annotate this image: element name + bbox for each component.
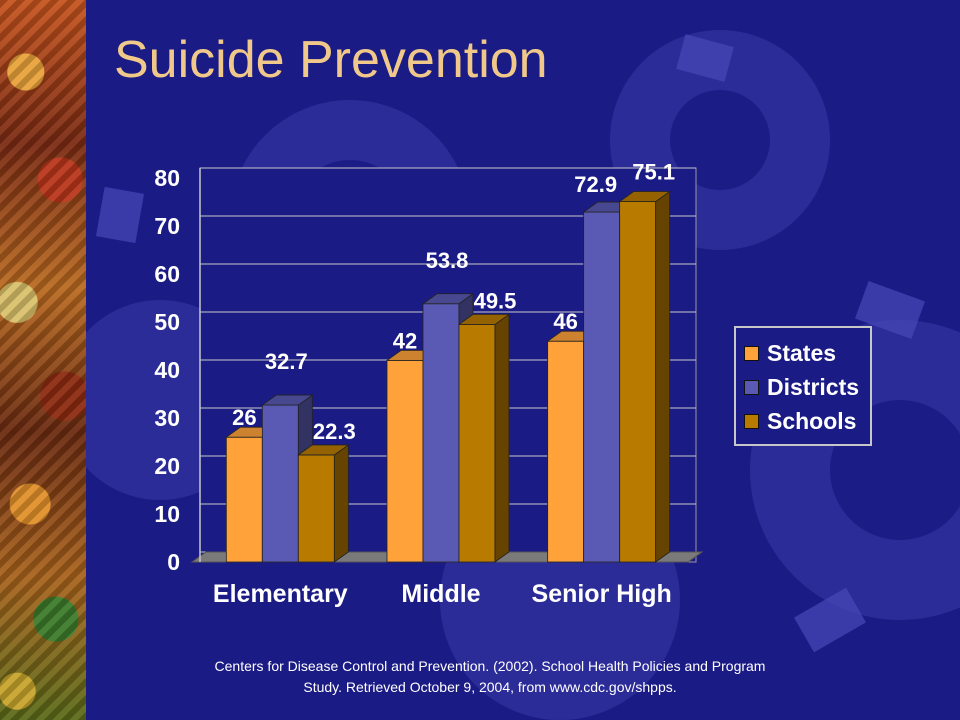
data-label: 26 — [232, 405, 256, 430]
data-label: 42 — [393, 328, 417, 353]
x-tick-label: Middle — [401, 580, 480, 608]
bar-senior-high-schools-side — [655, 190, 671, 563]
bar-elementary-states — [225, 436, 263, 563]
x-tick-label: Senior High — [532, 580, 672, 608]
data-label: 72.9 — [574, 172, 617, 197]
legend-swatch-schools — [744, 413, 759, 429]
bar-middle-districts — [422, 303, 460, 563]
bar-elementary-schools-side — [333, 444, 349, 563]
source-line-1: Centers for Disease Control and Preventi… — [214, 658, 766, 674]
legend-swatch-districts — [744, 379, 759, 395]
x-tick-label: Elementary — [213, 580, 348, 608]
y-tick-label: 0 — [167, 549, 180, 575]
bar-elementary-schools — [297, 454, 335, 563]
legend-label-districts: Districts — [767, 373, 860, 400]
bar-senior-high-districts — [583, 211, 621, 563]
bar-elementary-districts — [261, 404, 299, 563]
slide-title: Suicide Prevention — [114, 31, 548, 89]
source-citation: Centers for Disease Control and Preventi… — [150, 656, 830, 698]
data-label: 46 — [553, 309, 577, 334]
chart-legend: States Districts Schools — [734, 326, 872, 446]
legend-item-states: States — [744, 336, 870, 370]
bar-elementary-districts-top — [261, 394, 314, 406]
legend-label-schools: Schools — [767, 407, 857, 434]
y-tick-label: 70 — [154, 213, 180, 239]
data-label: 22.3 — [313, 419, 356, 444]
y-tick-label: 40 — [154, 357, 180, 383]
y-tick-label: 10 — [154, 501, 180, 527]
data-label: 49.5 — [474, 288, 517, 313]
legend-item-schools: Schools — [744, 404, 870, 438]
legend-item-districts: Districts — [744, 370, 870, 404]
bar-senior-high-schools-top — [618, 191, 671, 202]
bar-senior-high-states — [547, 340, 585, 563]
legend-label-states: States — [767, 339, 837, 366]
bar-senior-high-schools — [619, 201, 657, 563]
bar-middle-districts-top — [421, 293, 475, 305]
bar-elementary-schools-top — [297, 444, 350, 456]
data-label: 32.7 — [265, 349, 308, 374]
source-line-2: Study. Retrieved October 9, 2004, from w… — [303, 679, 677, 695]
legend-swatch-states — [744, 345, 759, 361]
y-tick-label: 50 — [154, 309, 180, 335]
bar-middle-schools-side — [494, 313, 510, 563]
bar-middle-states — [386, 359, 424, 563]
data-label: 53.8 — [426, 248, 469, 273]
bar-middle-schools — [458, 323, 496, 563]
decorative-side-strip — [0, 0, 86, 720]
y-tick-label: 30 — [154, 405, 180, 431]
bar-middle-schools-top — [457, 313, 511, 325]
y-tick-label: 20 — [154, 453, 180, 479]
data-label: 75.1 — [632, 160, 675, 185]
y-tick-label: 80 — [154, 165, 180, 191]
y-tick-label: 60 — [154, 261, 180, 287]
